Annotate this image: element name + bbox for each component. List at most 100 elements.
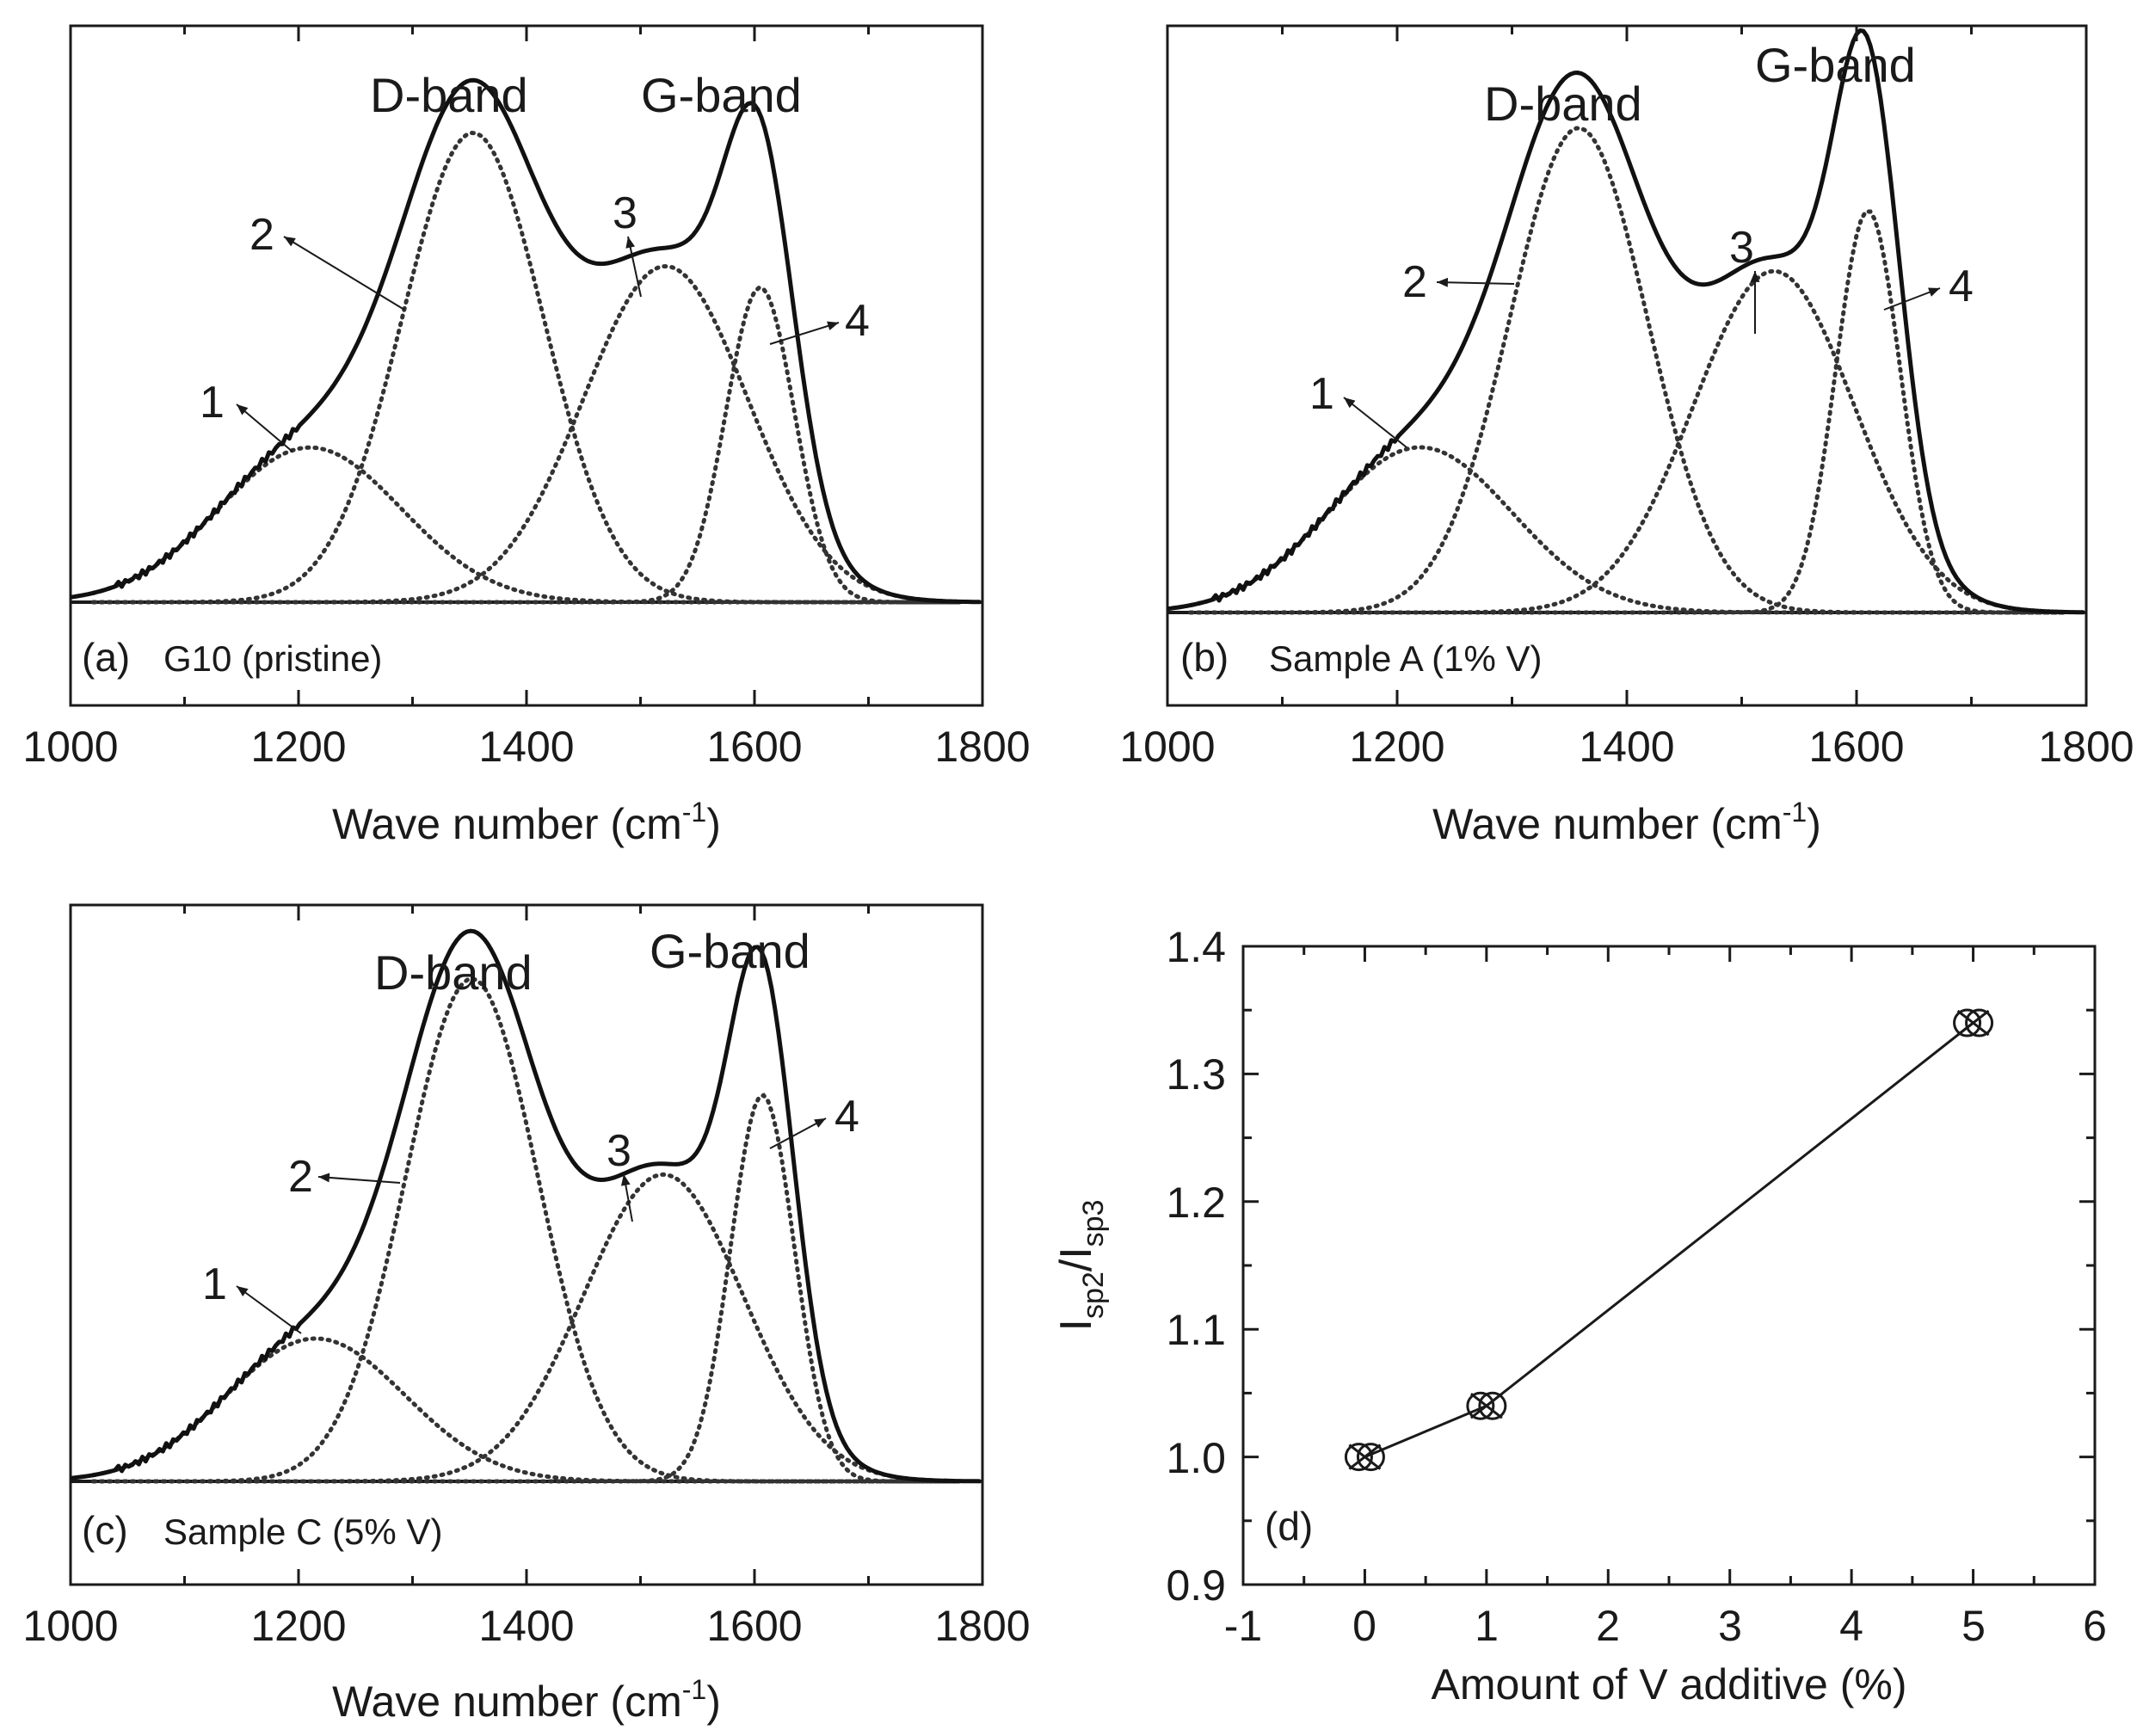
panel-d-plot-frame — [1241, 945, 2097, 1586]
panel-c-peak-arrows — [236, 1117, 827, 1334]
panel-c-x-tick-labels: 1000 1200 1400 1600 1800 — [22, 1602, 1030, 1650]
panel-b-letter: (b) — [1180, 635, 1229, 680]
panel-a-component-3 — [91, 264, 962, 605]
panel-a-component-1 — [91, 445, 962, 605]
panel-d-y-tick-label: 1.0 — [1166, 1434, 1226, 1482]
panel-d-point-ring — [1478, 1391, 1507, 1420]
panel-d-y-tick-label: 0.9 — [1166, 1561, 1226, 1610]
panel-c-arrowhead-4 — [237, 1286, 249, 1297]
panel-d-x-tick-label: 0 — [1352, 1602, 1376, 1650]
panel-b-x-tick-label: 1400 — [1579, 723, 1674, 771]
panel-d-point-ring — [1344, 1443, 1373, 1472]
panel-d-x-tick-labels: -1 0 1 2 3 4 5 6 — [1224, 1602, 2107, 1650]
panel-a-arrow-1 — [283, 236, 405, 311]
panel-b-d-band-label: D-band — [1484, 77, 1642, 131]
panel-c-arrow-1 — [317, 1176, 401, 1184]
panel-d-y-tick-label: 1.1 — [1166, 1306, 1226, 1354]
panel-d-y-axis-title-mid: /I — [1051, 1247, 1101, 1271]
panel-d-trend-line — [1364, 1021, 1974, 1458]
panel-b-arrowhead-2 — [1750, 271, 1760, 282]
panel-d-letter: (d) — [1265, 1504, 1313, 1548]
panel-d-point-ring — [1953, 1008, 1982, 1037]
panel-d-data-point — [1466, 1391, 1507, 1420]
panel-b-peak-arrows — [1343, 271, 1941, 448]
panel-a-component-4 — [91, 285, 962, 605]
panel-b-peak-label-1: 1 — [1309, 369, 1334, 419]
panel-a-x-axis-title-close: ) — [706, 800, 721, 848]
panel-c-d-band-label: D-band — [374, 945, 533, 1000]
panel-d-x-tick-label: 5 — [1961, 1602, 1986, 1650]
panel-d-point-ring — [1356, 1443, 1385, 1472]
panel-a-arrowhead-3 — [827, 321, 839, 331]
panel-a-x-axis-title: Wave number (cm-1) — [332, 797, 721, 848]
panel-a-raman-g10: D-band G-band 2 3 4 1 (a) G10 (pristine)… — [22, 24, 1031, 848]
panel-b-peak-label-3: 3 — [1729, 223, 1754, 273]
panel-d-ticks — [1241, 945, 2097, 1586]
panel-a-peak-label-1: 1 — [200, 378, 225, 428]
panel-a-x-tick-label: 1400 — [478, 723, 574, 771]
panel-d-y-axis-title-sub1: sp2 — [1077, 1271, 1110, 1319]
panel-b-x-tick-label: 1600 — [1808, 723, 1904, 771]
panel-c-peak-label-4: 4 — [834, 1092, 859, 1142]
panel-d-y-tick-label: 1.3 — [1166, 1050, 1226, 1099]
panel-a-x-ticks — [69, 26, 984, 705]
panel-a-component-2 — [91, 130, 962, 605]
panel-d-point-ring — [1466, 1391, 1495, 1420]
panel-c-arrowhead-2 — [620, 1174, 631, 1186]
panel-c-sample-name: Sample C (5% V) — [163, 1511, 442, 1552]
panel-d-x-tick-label: 6 — [2083, 1602, 2107, 1650]
panel-a-peak-arrows — [236, 236, 840, 452]
panel-d-y-tick-label: 1.2 — [1166, 1179, 1226, 1227]
panel-a-x-tick-label: 1000 — [22, 723, 118, 771]
panel-c-g-band-label: G-band — [650, 924, 810, 978]
panel-a-peak-label-3: 3 — [613, 188, 637, 238]
panel-b-x-tick-label: 1000 — [1119, 723, 1215, 771]
panel-a-arrowhead-1 — [284, 237, 296, 247]
panel-b-arrow-4 — [1343, 397, 1407, 448]
panel-d-x-tick-label: -1 — [1224, 1602, 1262, 1650]
panel-b-sample-name: Sample A (1% V) — [1269, 638, 1542, 679]
panel-a-peak-label-2: 2 — [249, 210, 274, 260]
panel-c-peak-label-3: 3 — [607, 1126, 631, 1176]
panel-c-letter: (c) — [82, 1508, 128, 1553]
panel-c-x-axis-title: Wave number (cm-1) — [332, 1674, 721, 1726]
panel-d-y-axis-title: Isp2/Isp3 — [1051, 1199, 1110, 1331]
panel-d-data-point — [1344, 1443, 1385, 1472]
panel-b-peak-label-2: 2 — [1402, 257, 1427, 307]
panel-d-x-tick-label: 4 — [1839, 1602, 1863, 1650]
panel-a-arrow-4 — [236, 403, 293, 452]
panel-b-arrowhead-4 — [1344, 397, 1356, 409]
panel-c-arrowhead-3 — [814, 1118, 826, 1128]
panel-c-component-3 — [91, 1172, 962, 1484]
panel-c-envelope-line — [70, 928, 981, 1484]
panel-b-g-band-label: G-band — [1755, 38, 1916, 92]
panel-d-x-axis-title: Amount of V additive (%) — [1431, 1660, 1906, 1708]
panel-d-x-tick-label: 2 — [1596, 1602, 1620, 1650]
panel-d-point-cross — [1469, 1393, 1503, 1419]
panel-a-g-band-label: G-band — [641, 68, 802, 122]
panel-c-x-axis-title-sup: -1 — [682, 1674, 706, 1705]
panel-a-arrowhead-4 — [237, 404, 249, 416]
panel-c-x-axis-title-close: ) — [706, 1678, 721, 1726]
panel-b-peak-label-4: 4 — [1949, 262, 1974, 311]
panel-b-x-tick-label: 1800 — [2038, 723, 2134, 771]
panel-c-x-tick-label: 1000 — [22, 1602, 118, 1650]
panel-d-y-axis-title-i: I — [1051, 1319, 1101, 1331]
panel-d-markers — [1344, 1008, 1994, 1472]
panel-a-letter: (a) — [82, 635, 130, 680]
panel-c-arrow-4 — [236, 1285, 302, 1334]
panel-b-arrowhead-3 — [1928, 287, 1940, 297]
panel-c-x-ticks — [69, 905, 984, 1585]
panel-c-component-4 — [91, 1093, 962, 1484]
panel-b-component-1 — [1188, 445, 2066, 615]
panel-a-envelope-line — [70, 77, 981, 605]
panel-d-y-axis-title-sub2: sp3 — [1077, 1199, 1110, 1247]
panel-b-raman-sample-a: D-band G-band 2 3 4 1 (b) Sample A (1% V… — [1119, 24, 2134, 848]
panel-c-x-tick-label: 1200 — [250, 1602, 346, 1650]
panel-c-component-2 — [91, 976, 962, 1484]
panel-a-x-axis-title-sup: -1 — [682, 797, 706, 828]
panel-a-arrowhead-2 — [625, 237, 636, 249]
panel-d-point-cross — [1956, 1009, 1990, 1037]
panel-b-x-tick-labels: 1000 1200 1400 1600 1800 — [1119, 723, 2134, 771]
